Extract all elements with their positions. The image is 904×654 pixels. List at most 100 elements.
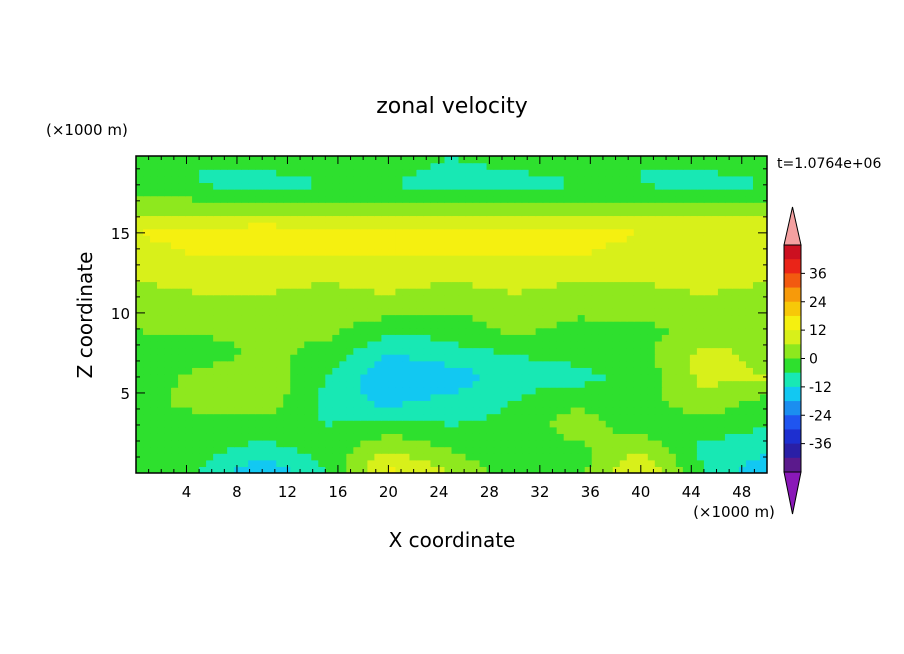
contour-cell [157, 261, 165, 269]
contour-cell [381, 367, 389, 375]
contour-cell [514, 261, 523, 269]
contour-cell [661, 334, 670, 342]
contour-cell [577, 248, 586, 256]
contour-cell [465, 420, 474, 428]
contour-cell [360, 195, 368, 203]
contour-cell [255, 367, 263, 375]
contour-cell [633, 327, 642, 335]
contour-cell [514, 162, 523, 170]
contour-cell [318, 222, 326, 230]
contour-cell [437, 439, 446, 448]
contour-cell [451, 169, 460, 177]
contour-cell [255, 222, 263, 230]
contour-cell [311, 156, 319, 164]
contour-cell [220, 268, 228, 276]
contour-cell [500, 453, 509, 461]
contour-cell [332, 288, 340, 296]
contour-cell [192, 162, 200, 170]
contour-cell [430, 189, 439, 197]
contour-cell [311, 340, 319, 349]
contour-cell [528, 241, 537, 250]
contour-cell [752, 215, 761, 223]
contour-cell [255, 255, 263, 263]
colorbar-label: 24 [809, 295, 827, 311]
contour-cell [283, 241, 291, 250]
contour-cell [640, 162, 649, 170]
contour-cell [626, 413, 635, 421]
contour-cell [556, 459, 565, 467]
contour-cell [192, 459, 200, 467]
contour-cell [178, 162, 186, 170]
contour-cell [752, 208, 761, 217]
contour-cell [262, 189, 270, 197]
contour-cell [150, 202, 158, 210]
contour-cell [234, 235, 242, 243]
contour-cell [360, 202, 368, 210]
contour-cell [276, 255, 284, 263]
contour-cell [402, 400, 411, 408]
contour-cell [549, 241, 558, 250]
contour-cell [283, 439, 291, 448]
contour-cell [668, 426, 677, 434]
contour-cell [276, 340, 284, 349]
contour-cell [332, 268, 340, 276]
contour-cell [647, 314, 656, 322]
x-tick-label: 40 [631, 483, 650, 501]
contour-cell [178, 446, 186, 454]
contour-cell [206, 373, 214, 382]
contour-cell [493, 215, 502, 223]
contour-cell [514, 354, 523, 362]
contour-cell [661, 162, 670, 170]
contour-cell [640, 340, 649, 349]
contour-cell [696, 380, 705, 388]
contour-cell [311, 459, 319, 467]
contour-cell [318, 393, 326, 401]
contour-cell [738, 334, 747, 342]
contour-cell [458, 182, 467, 190]
contour-cell [430, 314, 439, 322]
contour-cell [472, 288, 481, 296]
contour-cell [360, 268, 368, 276]
contour-cell [556, 334, 565, 342]
contour-cell [584, 393, 593, 401]
contour-cell [423, 314, 432, 322]
contour-cell [633, 360, 642, 368]
contour-cell [654, 439, 663, 448]
contour-cell [283, 413, 291, 421]
contour-cell [549, 321, 558, 329]
contour-cell [458, 281, 467, 289]
contour-cell [339, 156, 347, 164]
contour-cell [696, 255, 705, 263]
contour-cell [227, 169, 235, 177]
contour-cell [136, 426, 144, 434]
contour-cell [444, 235, 453, 243]
contour-cell [675, 222, 684, 230]
contour-cell [304, 466, 312, 473]
contour-cell [213, 288, 221, 296]
contour-cell [472, 281, 481, 289]
contour-cell [731, 314, 740, 322]
contour-cell [402, 426, 411, 434]
contour-cell [458, 393, 467, 401]
contour-cell [556, 439, 565, 448]
contour-cell [290, 406, 298, 415]
contour-cell [584, 314, 593, 322]
contour-cell [500, 420, 509, 428]
contour-cell [654, 400, 663, 408]
contour-cell [437, 373, 446, 382]
contour-cell [234, 433, 242, 441]
contour-cell [241, 294, 249, 302]
contour-cell [619, 340, 628, 349]
contour-cell [675, 433, 684, 441]
contour-cell [164, 307, 172, 316]
contour-cell [150, 340, 158, 349]
contour-cell [521, 466, 530, 473]
contour-cell [423, 347, 432, 355]
contour-cell [570, 380, 579, 388]
contour-cell [521, 321, 530, 329]
contour-cell [661, 387, 670, 395]
contour-cell [388, 433, 397, 441]
contour-cell [451, 261, 460, 269]
contour-cell [619, 387, 628, 395]
contour-cell [619, 215, 628, 223]
